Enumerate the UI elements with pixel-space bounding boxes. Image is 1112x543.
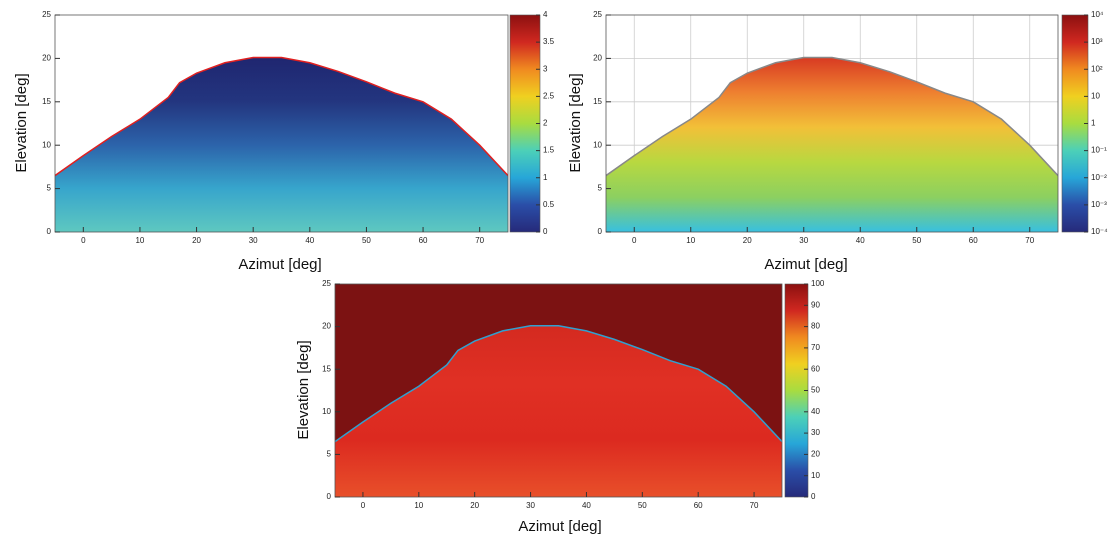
y-axis-label: Elevation [deg]: [13, 73, 30, 172]
x-tick-label: 50: [638, 501, 647, 510]
y-tick-label: 20: [593, 54, 602, 63]
plot-frame: [54, 14, 509, 233]
colorbar: [1061, 14, 1089, 233]
x-tick-label: 20: [470, 501, 479, 510]
y-tick-label: 10: [42, 140, 51, 149]
colorbar: [509, 14, 541, 233]
y-axis-label: Elevation [deg]: [567, 73, 584, 172]
colorbar-tick-label: 0: [811, 492, 816, 501]
x-tick-label: 40: [305, 236, 314, 245]
colorbar-tick-label: 2.5: [543, 91, 555, 100]
y-tick-label: 0: [598, 227, 603, 236]
y-tick-label: 5: [47, 184, 52, 193]
y-tick-label: 0: [47, 227, 52, 236]
x-tick-label: 30: [799, 236, 808, 245]
x-tick-label: 50: [912, 236, 921, 245]
colorbar-tick-label: 50: [811, 386, 820, 395]
colorbar-tick-label: 60: [811, 364, 820, 373]
y-tick-label: 15: [322, 364, 331, 373]
colorbar-tick-label: 10⁻³: [1091, 200, 1107, 209]
x-tick-label: 10: [686, 236, 695, 245]
colorbar-tick-label: 10: [811, 471, 820, 480]
colorbar-tick-label: 10⁴: [1091, 10, 1104, 19]
plot-frame: [605, 14, 1059, 233]
colorbar-tick-label: 10: [1091, 91, 1100, 100]
colorbar-tick-label: 2: [543, 119, 548, 128]
x-tick-label: 40: [856, 236, 865, 245]
x-tick-label: 0: [632, 236, 637, 245]
x-axis-label: Azimut [deg]: [764, 256, 847, 273]
colorbar-tick-label: 40: [811, 407, 820, 416]
colorbar-tick-label: 0: [543, 227, 548, 236]
boundary-line: [606, 56, 1058, 177]
x-tick-label: 0: [81, 236, 86, 245]
y-tick-label: 20: [322, 322, 331, 331]
colorbar-tick-label: 10⁻²: [1091, 173, 1107, 182]
y-tick-label: 5: [598, 184, 603, 193]
heatmap-fill: [335, 325, 782, 497]
colorbar-tick-label: 10⁻¹: [1091, 146, 1107, 155]
y-tick-label: 15: [42, 97, 51, 106]
boundary-line: [55, 56, 508, 177]
x-axis-label: Azimut [deg]: [238, 256, 321, 273]
x-tick-label: 70: [475, 236, 484, 245]
colorbar-tick-label: 3.5: [543, 37, 555, 46]
y-tick-label: 15: [593, 97, 602, 106]
plot-frame: [334, 283, 783, 498]
colorbar-tick-label: 70: [811, 343, 820, 352]
y-tick-label: 10: [322, 407, 331, 416]
x-tick-label: 60: [694, 501, 703, 510]
x-tick-label: 10: [135, 236, 144, 245]
y-tick-label: 0: [327, 492, 332, 501]
y-tick-label: 25: [42, 10, 51, 19]
x-tick-label: 0: [361, 501, 366, 510]
x-tick-label: 20: [192, 236, 201, 245]
colorbar-tick-label: 3: [543, 64, 548, 73]
colorbar-tick-label: 90: [811, 300, 820, 309]
x-tick-label: 30: [526, 501, 535, 510]
colorbar-tick-label: 30: [811, 428, 820, 437]
colorbar-tick-label: 4: [543, 10, 548, 19]
y-tick-label: 20: [42, 54, 51, 63]
x-tick-label: 40: [582, 501, 591, 510]
x-tick-label: 50: [362, 236, 371, 245]
colorbar-tick-label: 1: [1091, 119, 1096, 128]
heatmap-fill: [606, 57, 1058, 232]
heatmap-fill: [55, 57, 508, 232]
boundary-line: [335, 324, 782, 443]
x-tick-label: 70: [750, 501, 759, 510]
colorbar-tick-label: 80: [811, 322, 820, 331]
colorbar-tick-label: 20: [811, 450, 820, 459]
x-axis-label: Azimut [deg]: [518, 518, 601, 535]
x-tick-label: 60: [419, 236, 428, 245]
colorbar-tick-label: 10³: [1091, 37, 1103, 46]
y-tick-label: 10: [593, 140, 602, 149]
x-tick-label: 60: [969, 236, 978, 245]
x-tick-label: 30: [249, 236, 258, 245]
colorbar-tick-label: 10²: [1091, 64, 1103, 73]
y-axis-label: Elevation [deg]: [295, 340, 312, 439]
colorbar-tick-label: 10⁻⁴: [1091, 227, 1108, 236]
y-tick-label: 5: [327, 450, 332, 459]
y-tick-label: 25: [593, 10, 602, 19]
x-tick-label: 10: [414, 501, 423, 510]
x-tick-label: 20: [743, 236, 752, 245]
colorbar-tick-label: 0.5: [543, 200, 555, 209]
colorbar-tick-label: 1.5: [543, 146, 555, 155]
x-tick-label: 70: [1025, 236, 1034, 245]
y-tick-label: 25: [322, 279, 331, 288]
colorbar-tick-label: 1: [543, 173, 548, 182]
colorbar-tick-label: 100: [811, 279, 825, 288]
